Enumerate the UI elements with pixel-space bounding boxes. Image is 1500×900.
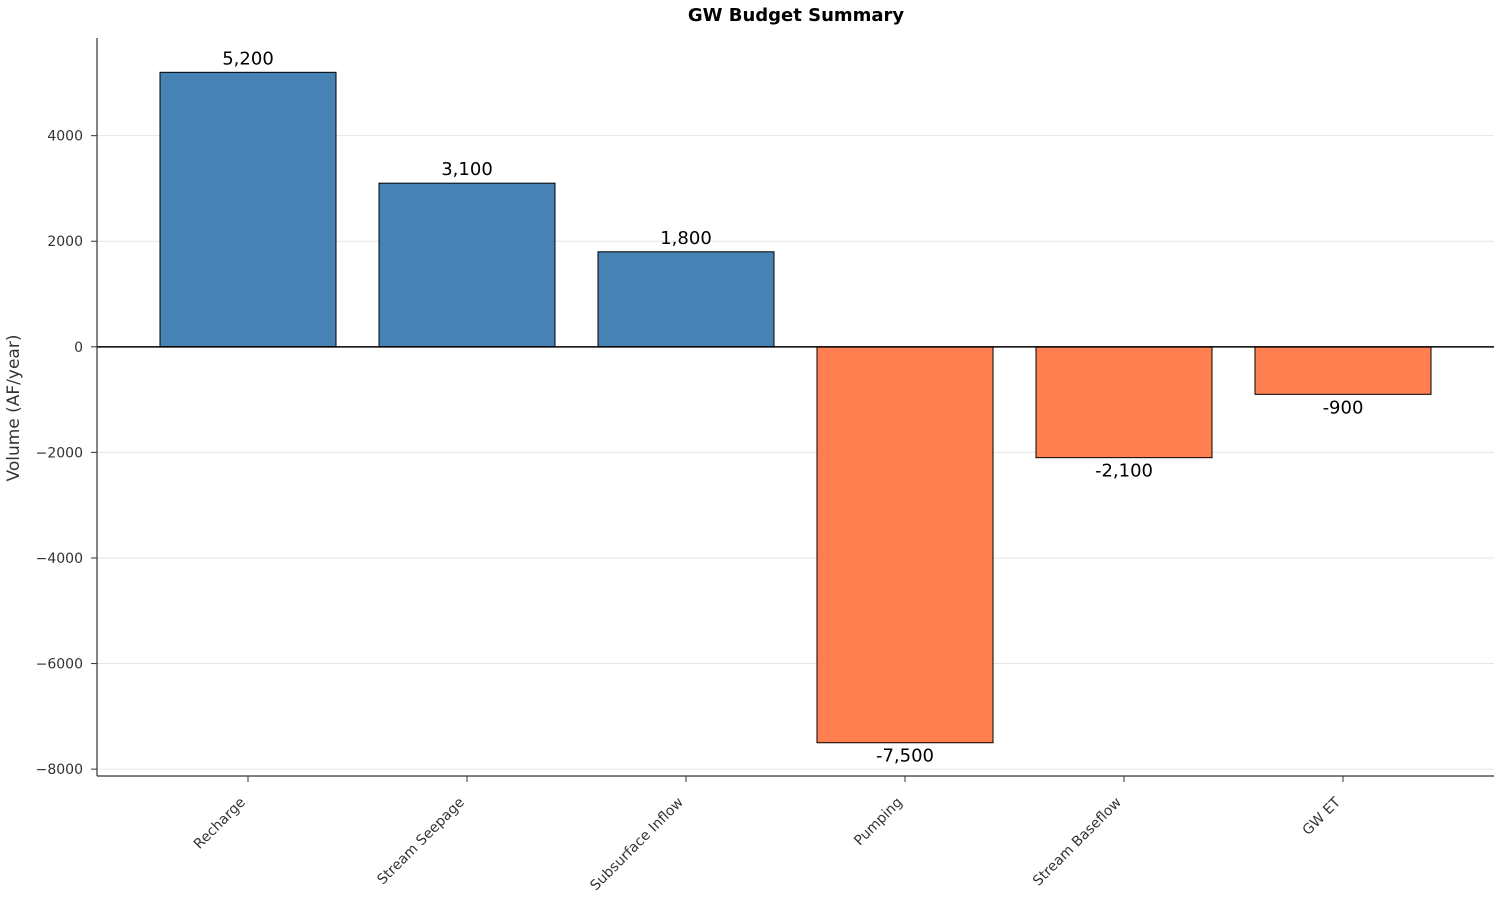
data-label: 5,200	[222, 48, 274, 69]
bar-recharge	[159, 71, 337, 348]
data-label: -2,100	[1095, 461, 1153, 482]
y-tick-label: −2000	[36, 445, 83, 461]
x-tick-label: Recharge	[191, 795, 249, 853]
x-tick-label: GW ET	[1300, 794, 1345, 839]
y-tick-label: −8000	[36, 762, 83, 778]
bar-subsurface-inflow	[597, 251, 775, 348]
labels: 5,200 3,100 1,800 -7,500 -2,100 -900	[222, 48, 1363, 766]
bar-stream-seepage	[378, 182, 556, 348]
bar-stream-baseflow	[1035, 346, 1213, 459]
bar-gw-et	[1254, 346, 1432, 395]
x-tick-label: Subsurface Inflow	[587, 795, 686, 894]
y-tick-label: −4000	[36, 551, 83, 567]
y-axis-label: Volume (AF/year)	[4, 335, 24, 482]
x-tick-label: Stream Seepage	[374, 795, 467, 888]
bars	[159, 71, 1432, 744]
x-tick-label: Pumping	[851, 795, 906, 850]
y-tick-label: 0	[74, 340, 83, 356]
data-label: -900	[1323, 397, 1364, 418]
bar-pumping	[816, 346, 994, 744]
y-tick-label: −6000	[36, 657, 83, 673]
y-tick-label: 2000	[47, 234, 83, 250]
y-tick-label: 4000	[47, 129, 83, 145]
data-label: -7,500	[876, 746, 934, 767]
chart-title: GW Budget Summary	[688, 5, 905, 26]
data-label: 1,800	[660, 228, 712, 249]
data-label: 3,100	[441, 159, 493, 180]
x-tick-label: Stream Baseflow	[1030, 795, 1125, 890]
